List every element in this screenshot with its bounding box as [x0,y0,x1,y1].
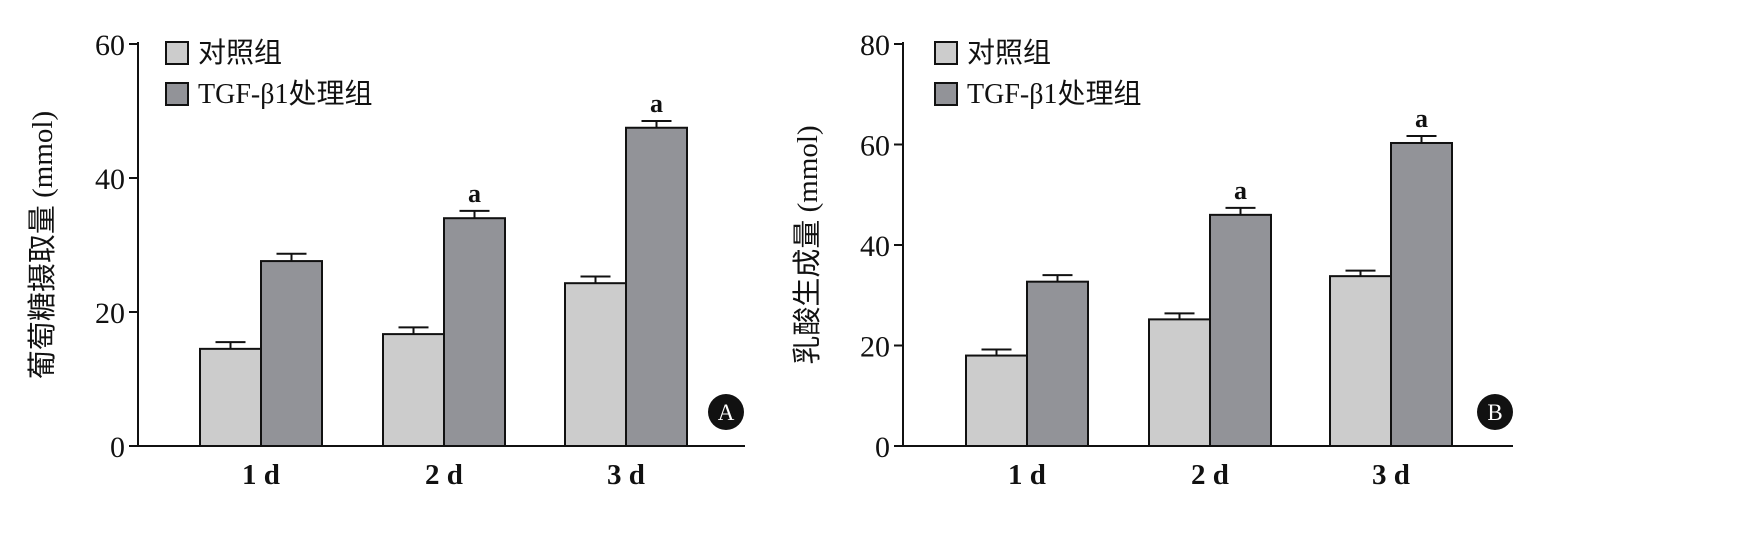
y-tick-label: 20 [95,297,125,330]
legend-label: TGF-β1处理组 [198,78,372,110]
bar-control-1d [965,354,1028,447]
bar-treated-3d [1390,141,1453,447]
x-tick-label: 3 d [607,459,645,491]
legend-swatch [934,82,958,106]
x-tick-label: 3 d [1372,459,1410,491]
legend-label: 对照组 [198,37,282,69]
significance-label: a [1415,104,1428,133]
significance-label: a [468,179,481,208]
bar-control-2d [1148,318,1211,447]
bar-treated-1d [260,260,323,447]
bar-treated-1d [1026,280,1089,447]
y-tick-label: 20 [860,331,890,364]
legend-label: 对照组 [967,37,1051,69]
legend-swatch [165,82,189,106]
bar-control-3d [564,282,627,447]
y-tick-label: 0 [110,431,125,464]
bar-control-1d [199,347,262,448]
y-tick-label: 60 [860,130,890,163]
panel-badge [1477,394,1513,430]
bar-treated-3d [625,126,688,447]
y-tick-label: 80 [860,29,890,62]
legend-swatch [165,41,189,65]
legend-swatch [934,41,958,65]
y-axis-title: 乳酸生成量 (mmol) [791,125,824,364]
panel-badge [708,394,744,430]
chart-panel-a: 0 20 40 60 葡萄糖摄取量 (mmol) 1 d a 2 d a 3 d 对照组 TGF-β1… [26,29,745,491]
bar-control-2d [382,333,445,447]
chart-panel-b: 0 20 40 60 80 乳酸生成量 (mmol) 1 d a 2 d a 3 d 对照组 TGF-β… [791,29,1513,491]
y-tick-label: 60 [95,29,125,62]
legend-label: TGF-β1处理组 [967,78,1141,110]
x-tick-label: 2 d [425,459,463,491]
bar-treated-2d [443,217,506,447]
y-axis-title: 葡萄糖摄取量 (mmol) [26,111,59,379]
significance-label: a [1234,176,1247,205]
y-tick-label: 40 [95,163,125,196]
significance-label: a [650,89,663,118]
y-tick-label: 0 [875,431,890,464]
x-tick-label: 2 d [1191,459,1229,491]
x-tick-label: 1 d [1008,459,1046,491]
bar-control-3d [1329,275,1392,447]
panel-letter: A [718,400,735,425]
x-tick-label: 1 d [242,459,280,491]
bar-treated-2d [1209,213,1272,447]
y-tick-label: 40 [860,230,890,263]
panel-letter: B [1487,400,1502,425]
